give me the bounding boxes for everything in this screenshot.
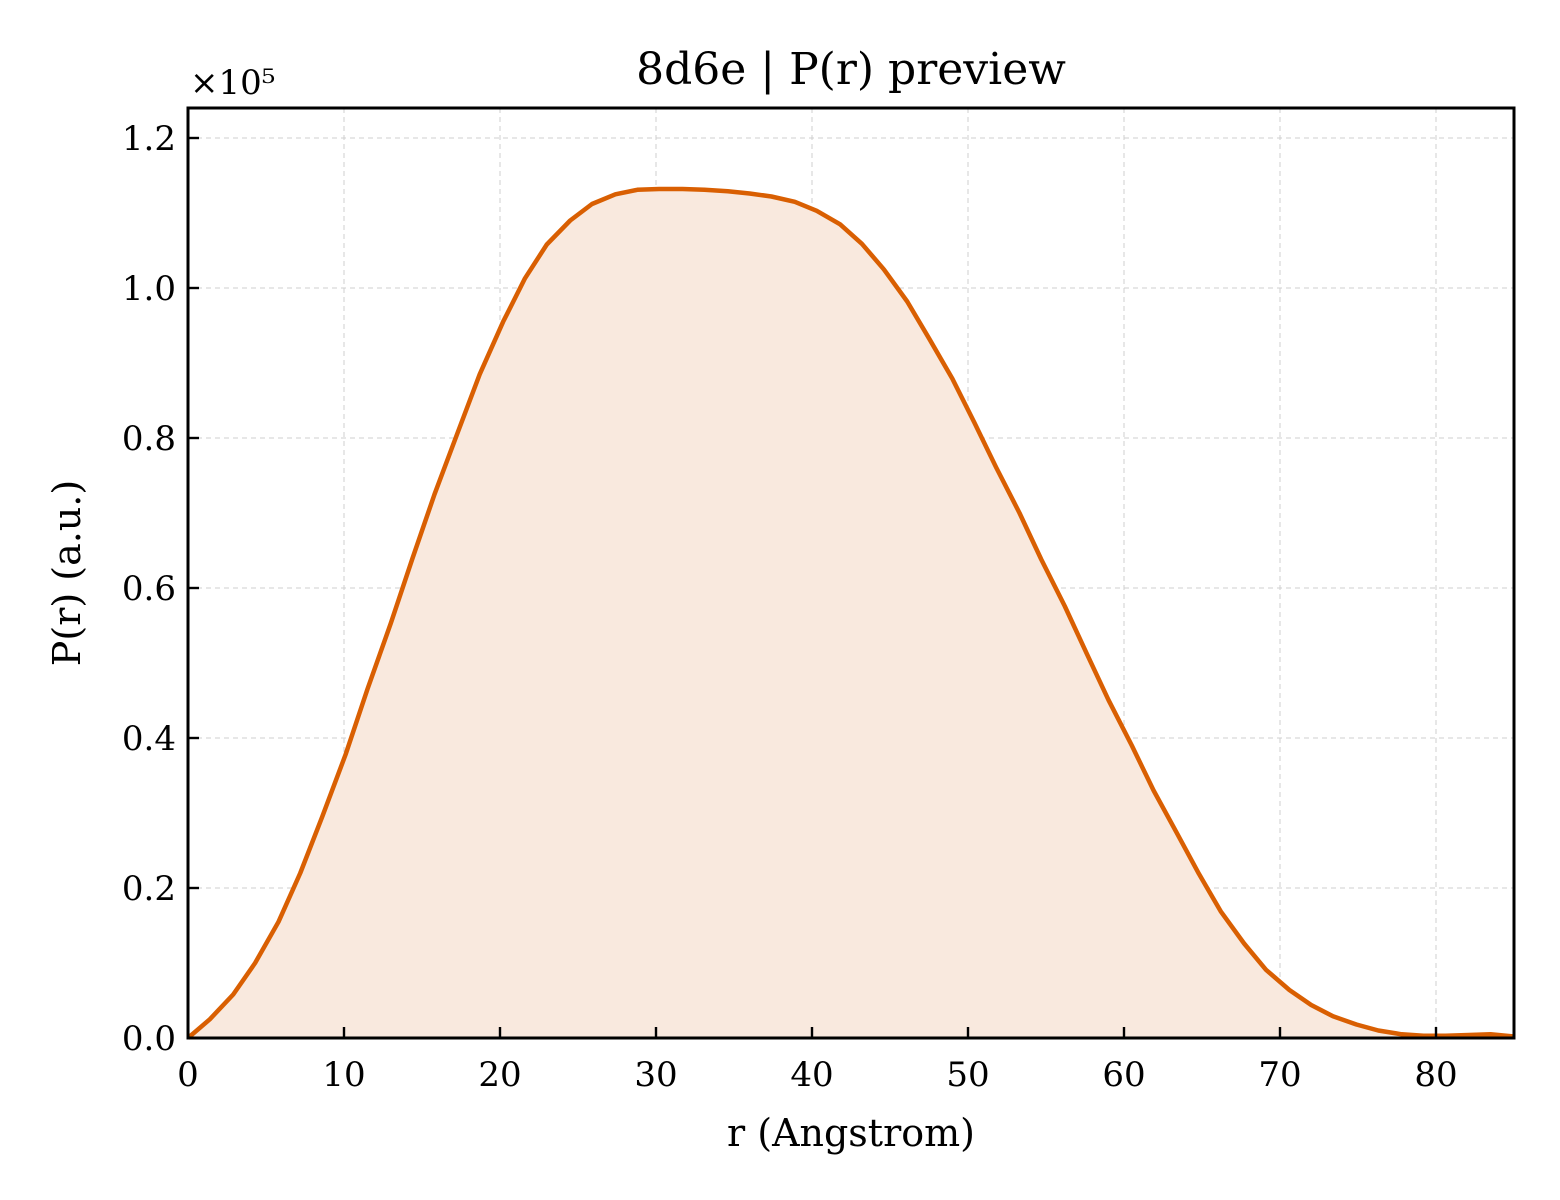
tick-marks [186, 136, 1438, 1040]
pr-curve-line [186, 186, 1515, 1040]
area-fill [188, 189, 1514, 1038]
y-tick-label: 0.2 [122, 869, 176, 909]
y-tick-label: 0.8 [122, 419, 176, 459]
y-tick-label: 1.0 [122, 269, 176, 309]
y-tick-label: 1.2 [122, 119, 176, 159]
chart-title: 8d6e | P(r) preview [636, 44, 1066, 95]
y-tick-label: 0.6 [122, 569, 176, 609]
y-tick-labels: 0.0 0.2 0.4 0.6 0.8 1.0 1.2 [122, 119, 176, 1059]
x-tick-label: 60 [1102, 1055, 1145, 1095]
x-tick-label: 40 [790, 1055, 833, 1095]
y-offset-label: ×10⁵ [190, 63, 275, 103]
x-tick-label: 10 [322, 1055, 365, 1095]
plot-frame [186, 106, 1516, 1040]
x-tick-label: 20 [478, 1055, 521, 1095]
x-tick-label: 30 [634, 1055, 677, 1095]
y-tick-label: 0.0 [122, 1019, 176, 1059]
x-tick-label: 50 [946, 1055, 989, 1095]
x-tick-label: 70 [1258, 1055, 1301, 1095]
x-axis-label: r (Angstrom) [727, 1111, 975, 1155]
x-tick-label: 80 [1414, 1055, 1457, 1095]
x-tick-labels: 0 10 20 30 40 50 60 70 80 [177, 1055, 1457, 1095]
y-tick-label: 0.4 [122, 719, 176, 759]
y-axis-label: P(r) (a.u.) [45, 480, 89, 666]
x-tick-label: 0 [177, 1055, 199, 1095]
